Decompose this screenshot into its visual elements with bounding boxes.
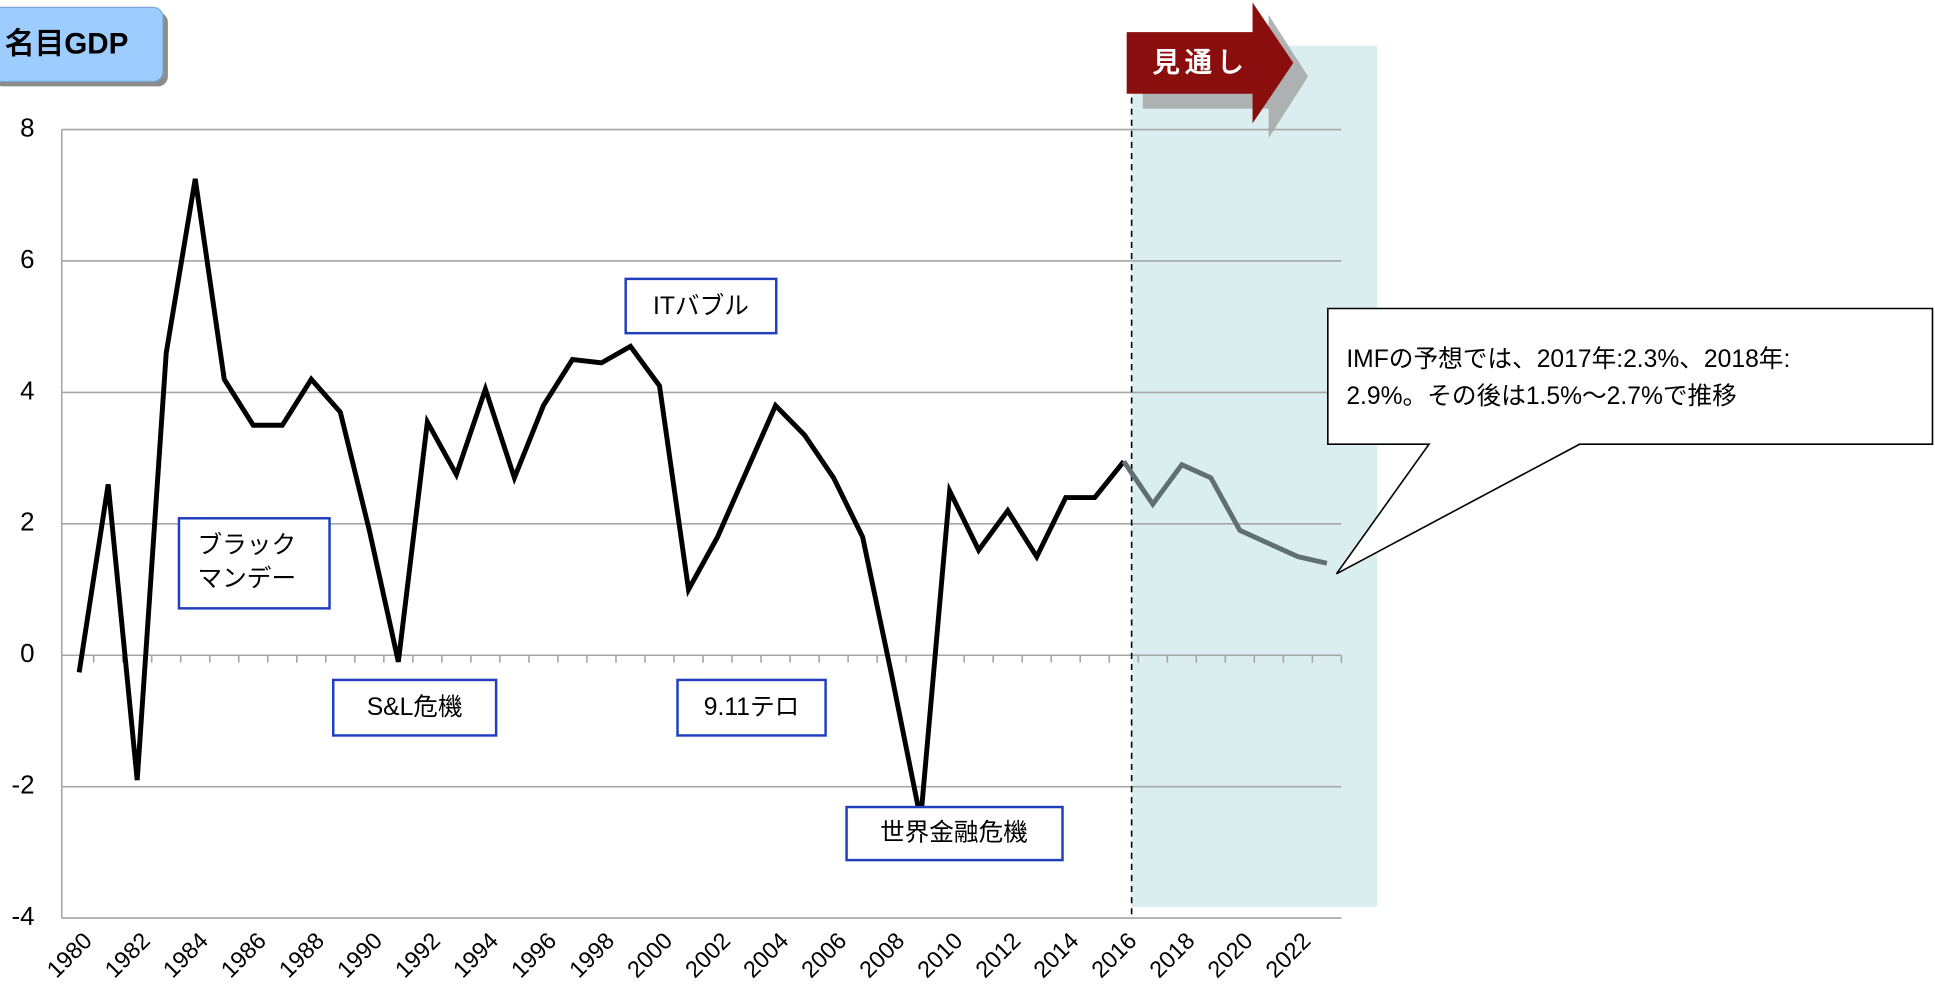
annotation: 世界金融危機 [880,819,1028,847]
x-tick-label: 1998 [564,927,619,982]
x-tick-label: 2002 [680,927,735,982]
forecast-arrow [1126,2,1294,124]
y-tick-label: -2 [12,772,35,800]
annotation: 9.11テロ [704,694,799,721]
forecast-area [1131,45,1378,907]
annotation: ITバブル [653,292,749,320]
y-tick-label: 6 [20,246,34,274]
callout-text: IMFの予想では、2017年:2.3%、2018年: [1346,345,1790,373]
x-tick-label: 2014 [1028,927,1083,982]
annotation-box [676,678,827,737]
x-tick-label: 1988 [274,927,329,982]
title-box [0,6,164,83]
annotation: ブラック [197,531,296,559]
y-tick-label: -4 [12,903,35,931]
x-tick-label: 1994 [448,927,503,982]
y-tick-label: 8 [20,114,34,142]
x-tick-label: 2016 [1086,927,1141,982]
x-tick-label: 2010 [912,927,967,982]
callout [1327,307,1934,575]
x-tick-label: 2012 [970,927,1025,982]
series-line [1121,460,1328,566]
annotation: マンデー [197,564,296,592]
x-tick-label: 1984 [158,927,213,982]
x-tick-label: 2006 [796,927,851,982]
chart-title: 名目GDP [5,27,128,60]
x-tick-label: 2022 [1260,927,1315,982]
annotation: S&L危機 [367,693,463,721]
x-tick-label: 2000 [622,927,677,982]
forecast-label: 見通し [1153,46,1249,77]
y-tick-label: 4 [20,377,34,405]
annotation-box [624,277,778,335]
annotation-box [177,517,331,610]
series-line [76,178,1126,821]
x-tick-label: 2008 [854,927,909,982]
x-tick-label: 1996 [506,927,561,982]
y-tick-label: 0 [20,640,34,668]
annotation-box [845,805,1064,862]
callout-text: 2.9%。その後は1.5%～2.7%で推移 [1346,382,1737,410]
x-tick-label: 2018 [1144,927,1199,982]
annotation-box [331,678,498,737]
x-tick-label: 1982 [100,927,155,982]
x-tick-label: 1992 [390,927,445,982]
x-tick-label: 1980 [42,927,97,982]
x-tick-label: 2004 [738,927,793,982]
y-tick-label: 2 [20,509,34,537]
x-tick-label: 1986 [216,927,271,982]
x-tick-label: 1990 [332,927,387,982]
x-tick-label: 2020 [1202,927,1257,982]
